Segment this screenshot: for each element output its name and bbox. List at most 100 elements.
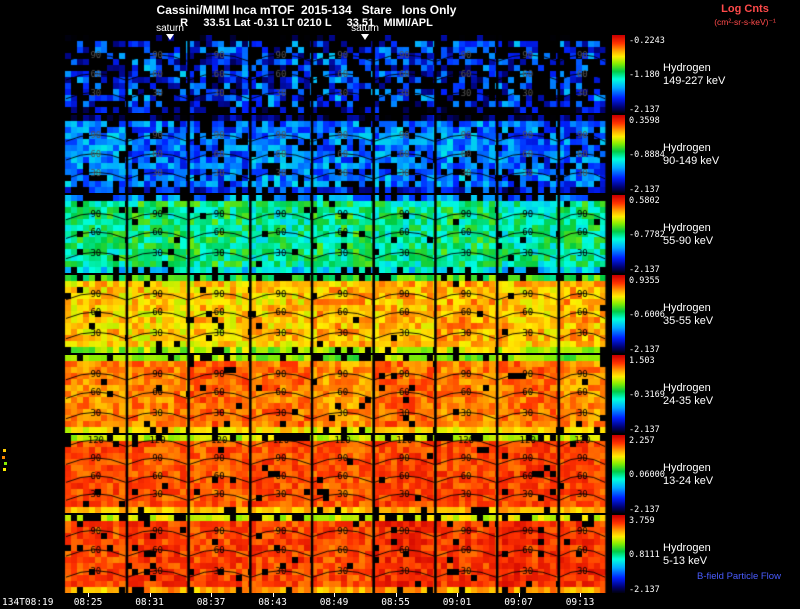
panel-heatmap	[5, 515, 608, 593]
colorbar-max-label: -0.2243	[629, 36, 665, 46]
energy-range-label: 24-35 keV	[663, 395, 714, 407]
colorbar-max-label: 0.3598	[629, 116, 660, 126]
colorbar-units-line2: (cm²-sr-s-keV)⁻¹	[714, 17, 776, 27]
tick-mark	[334, 593, 335, 597]
time-tick-label: 08:25	[73, 597, 103, 608]
colorbar-min-label: -2.137	[629, 345, 660, 355]
panel-heatmap	[5, 195, 608, 273]
panel-heatmap	[5, 435, 608, 513]
stray-pixel	[2, 456, 5, 459]
energy-range-label: 149-227 keV	[663, 75, 726, 87]
colorbar-units-label: Log Cnts (cm²-sr-s-keV)⁻¹	[692, 3, 798, 28]
tick-mark	[211, 593, 212, 597]
energy-range-label: 55-90 keV	[663, 235, 714, 247]
bfield-flow-label: B-field Particle Flow	[697, 571, 781, 582]
saturn-arrow-icon	[166, 34, 174, 40]
colorbar-max-label: 1.503	[629, 356, 655, 366]
panel-row: -0.2243 -1.180 -2.137 Hydrogen 149-227 keV	[0, 35, 800, 115]
species-label: Hydrogen	[663, 62, 711, 74]
species-label: Hydrogen	[663, 302, 711, 314]
colorbar-max-label: 2.257	[629, 436, 655, 446]
panel-row: 0.3598 -0.8884 -2.137 Hydrogen 90-149 keV	[0, 115, 800, 195]
panel-row: 0.5802 -0.7782 -2.137 Hydrogen 55-90 keV	[0, 195, 800, 275]
panel-row: 3.759 0.8111 -2.137 Hydrogen 5-13 keV	[0, 515, 800, 595]
time-tick-label: 08:43	[258, 597, 287, 608]
species-label: Hydrogen	[663, 142, 711, 154]
panel-colorbar	[612, 435, 625, 513]
tick-mark	[149, 593, 151, 597]
panel-energy-label: Hydrogen 13-24 keV	[663, 462, 713, 488]
panel-row: 0.9355 -0.6006 -2.137 Hydrogen 35-55 keV	[0, 275, 800, 355]
colorbar-max-label: 0.5802	[629, 196, 660, 206]
time-tick-label: 08:37	[196, 597, 226, 608]
panel-heatmap	[5, 355, 608, 433]
panel-heatmap	[5, 35, 608, 113]
panel-row: 2.257 0.06000 -2.137 Hydrogen 13-24 keV	[0, 435, 800, 515]
species-label: Hydrogen	[663, 462, 711, 474]
species-label: Hydrogen	[663, 542, 711, 554]
colorbar-mid-label: -0.6006	[629, 310, 665, 320]
time-tick-label: 09:01	[442, 597, 472, 608]
saturn-marker-label: saturn	[156, 23, 184, 34]
panel-colorbar	[612, 355, 625, 433]
stray-pixel	[3, 468, 6, 471]
panel-energy-label: Hydrogen 55-90 keV	[663, 222, 713, 248]
panel-energy-label: Hydrogen 90-149 keV	[663, 142, 719, 168]
panel-colorbar	[612, 275, 625, 353]
tick-mark	[518, 593, 520, 597]
time-tick-label: 134T08:19	[2, 597, 54, 608]
species-label: Hydrogen	[663, 222, 711, 234]
energy-range-label: 35-55 keV	[663, 315, 714, 327]
colorbar-max-label: 0.9355	[629, 276, 660, 286]
panel-colorbar	[612, 115, 625, 193]
tick-mark	[88, 593, 89, 597]
tick-mark	[395, 593, 397, 597]
panel-energy-label: Hydrogen 35-55 keV	[663, 302, 713, 328]
energy-range-label: 90-149 keV	[663, 155, 720, 167]
saturn-arrow-icon	[361, 34, 369, 40]
tick-mark	[457, 593, 458, 597]
energy-range-label: 13-24 keV	[663, 475, 714, 487]
time-tick-label: 08:31	[135, 597, 164, 608]
panel-heatmap	[5, 115, 608, 193]
panel-energy-label: Hydrogen 149-227 keV	[663, 62, 725, 88]
colorbar-units-line1: Log Cnts	[721, 3, 769, 15]
colorbar-mid-label: -0.3169	[629, 390, 665, 400]
colorbar-min-label: -2.137	[629, 425, 660, 435]
time-tick-label: 09:13	[565, 597, 595, 608]
tick-mark	[272, 593, 274, 597]
saturn-marker-label: saturn	[351, 23, 379, 34]
panel-row: 1.503 -0.3169 -2.137 Hydrogen 24-35 keV	[0, 355, 800, 435]
tick-mark	[580, 593, 581, 597]
panel-heatmap	[5, 275, 608, 353]
time-tick-label: 08:49	[319, 597, 349, 608]
colorbar-mid-label: -0.7782	[629, 230, 665, 240]
colorbar-min-label: -2.137	[629, 505, 660, 515]
species-label: Hydrogen	[663, 382, 711, 394]
panel-energy-label: Hydrogen 5-13 keV	[663, 542, 711, 568]
colorbar-min-label: -2.137	[629, 585, 660, 595]
energy-range-label: 5-13 keV	[663, 555, 708, 567]
colorbar-mid-label: 0.06000	[629, 470, 665, 480]
time-tick-label: 08:55	[381, 597, 410, 608]
plot-title: Cassini/MIMI Inca mTOF 2015-134 Stare Io…	[156, 3, 457, 17]
time-tick-label: 09:07	[504, 597, 533, 608]
panel-colorbar	[612, 515, 625, 593]
colorbar-mid-label: -0.8884	[629, 150, 665, 160]
colorbar-min-label: -2.137	[629, 105, 660, 115]
plot-subtitle: R 33.51 Lat -0.31 LT 0210 L 33.51 MIMI/A…	[180, 17, 433, 29]
colorbar-mid-label: -1.180	[629, 70, 660, 80]
panel-colorbar	[612, 195, 625, 273]
colorbar-max-label: 3.759	[629, 516, 655, 526]
stray-pixel	[3, 449, 6, 452]
panel-colorbar	[612, 35, 625, 113]
stray-pixel	[4, 462, 7, 465]
colorbar-min-label: -2.137	[629, 265, 660, 275]
colorbar-mid-label: 0.8111	[629, 550, 660, 560]
panel-energy-label: Hydrogen 24-35 keV	[663, 382, 713, 408]
